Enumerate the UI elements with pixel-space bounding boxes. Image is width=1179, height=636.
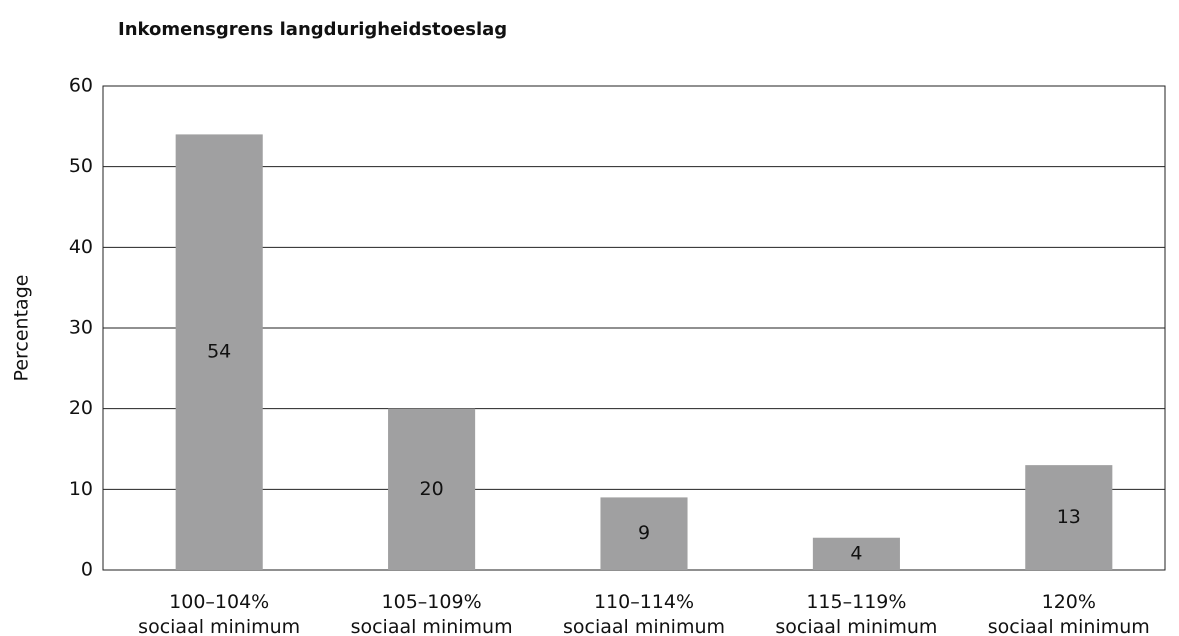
y-tick-label: 60 bbox=[69, 75, 93, 97]
bar bbox=[388, 408, 476, 570]
data-label: 4 bbox=[850, 542, 862, 564]
bar bbox=[1025, 465, 1113, 570]
x-tick-label-line: sociaal minimum bbox=[988, 616, 1150, 636]
x-tick-label-line: 100–104% bbox=[169, 591, 269, 613]
y-tick-label: 10 bbox=[69, 478, 93, 500]
x-tick-label-line: sociaal minimum bbox=[138, 616, 300, 636]
data-label: 9 bbox=[638, 522, 650, 544]
bar bbox=[175, 134, 263, 570]
x-tick-label-line: sociaal minimum bbox=[775, 616, 937, 636]
y-tick-label: 20 bbox=[69, 397, 93, 419]
y-axis-label: Percentage bbox=[11, 275, 33, 382]
x-tick-label: 100–104% sociaal minimum bbox=[138, 591, 300, 636]
x-tick-label: 105–109% sociaal minimum bbox=[351, 591, 513, 636]
x-tick-label: 110–114% sociaal minimum bbox=[563, 591, 725, 636]
data-label: 13 bbox=[1057, 506, 1081, 528]
x-tick-label-line: 120% bbox=[1042, 591, 1096, 613]
x-tick-label-line: 110–114% bbox=[594, 591, 694, 613]
y-tick-label: 50 bbox=[69, 155, 93, 177]
chart-title: Inkomensgrens langdurigheidstoeslag bbox=[118, 19, 507, 40]
x-tick-label: 120% sociaal minimum bbox=[988, 591, 1150, 636]
x-tick-label-line: 115–119% bbox=[806, 591, 906, 613]
x-tick-label-line: 105–109% bbox=[382, 591, 482, 613]
y-tick-label: 0 bbox=[81, 559, 93, 581]
x-tick-label: 115–119% sociaal minimum bbox=[775, 591, 937, 636]
y-tick-label: 40 bbox=[69, 236, 93, 258]
data-label: 20 bbox=[420, 478, 444, 500]
y-tick-label: 30 bbox=[69, 317, 93, 339]
data-label: 54 bbox=[207, 341, 231, 363]
x-tick-label-line: sociaal minimum bbox=[351, 616, 513, 636]
x-tick-label-line: sociaal minimum bbox=[563, 616, 725, 636]
bar bbox=[600, 497, 688, 570]
bar bbox=[812, 537, 900, 570]
